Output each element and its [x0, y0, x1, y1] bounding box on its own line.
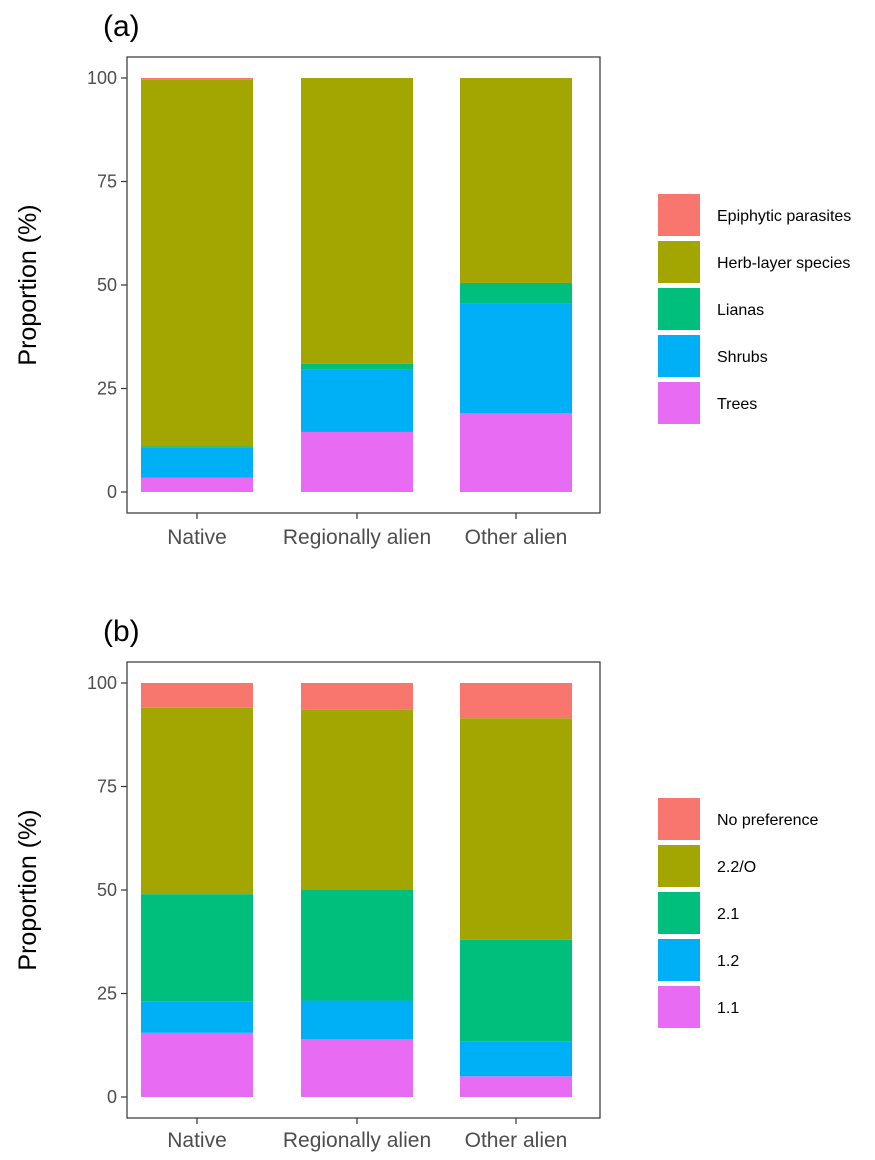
y-tick-label: 50	[97, 880, 117, 900]
bar-segment-epiphytic-parasites-native	[141, 78, 253, 80]
legend-label: 2.2/O	[717, 859, 756, 876]
legend-key	[658, 382, 700, 424]
bar-segment-1-2-other-alien	[460, 1041, 572, 1077]
bar-segment-2-1-other-alien	[460, 939, 572, 1042]
legend-label: 1.1	[717, 1000, 739, 1017]
bar-segment-2-1-regionally-alien	[301, 890, 413, 1001]
y-tick-label: 100	[87, 68, 117, 88]
bar-segment-trees-other-alien	[460, 413, 572, 492]
bar-segment-1-1-other-alien	[460, 1076, 572, 1097]
y-tick-label: 75	[97, 172, 117, 192]
panel-b: (b) 0 25 50 75 100 Native Regionally alien Other…	[14, 615, 818, 1152]
bar-segment-2-2-o-native	[141, 707, 253, 895]
bar-segment-lianas-native	[141, 446, 253, 448]
x-tick-label: Regionally alien	[283, 1129, 431, 1152]
bar-segment-1-2-regionally-alien	[301, 1000, 413, 1040]
x-tick-label: Other alien	[465, 526, 568, 549]
bar-segment-2-1-native	[141, 894, 253, 1002]
bar-segment-lianas-other-alien	[460, 282, 572, 304]
bar-segment-shrubs-other-alien	[460, 303, 572, 414]
y-tick-label: 50	[97, 275, 117, 295]
y-axis-title: Proportion (%)	[14, 809, 42, 970]
legend-label: Herb-layer species	[717, 255, 850, 272]
legend-label: Lianas	[717, 302, 764, 319]
legend-key	[658, 194, 700, 236]
y-axis-title: Proportion (%)	[14, 204, 42, 365]
bar-segment-1-1-native	[141, 1032, 253, 1097]
bar-segment-lianas-regionally-alien	[301, 363, 413, 370]
y-tick-label: 25	[97, 984, 117, 1004]
bar-segment-trees-native	[141, 477, 253, 492]
bar-segment-2-2-o-regionally-alien	[301, 709, 413, 890]
bar-segment-shrubs-regionally-alien	[301, 369, 413, 432]
legend-key	[658, 892, 700, 934]
legend-key	[658, 939, 700, 981]
legend-key	[658, 288, 700, 330]
x-tick-label: Other alien	[465, 1129, 568, 1152]
y-tick-label: 0	[107, 1087, 117, 1107]
bar-segment-herb-layer-species-regionally-alien	[301, 78, 413, 364]
legend-label: Trees	[717, 396, 757, 413]
x-tick-label: Native	[167, 1129, 227, 1152]
legend-key	[658, 241, 700, 283]
bar-segment-herb-layer-species-other-alien	[460, 78, 572, 283]
legend-label: 1.2	[717, 953, 739, 970]
bar-segment-herb-layer-species-native	[141, 79, 253, 447]
y-tick-label: 0	[107, 482, 117, 502]
legend-key	[658, 986, 700, 1028]
bar-segment-trees-regionally-alien	[301, 431, 413, 492]
panel-title: (b)	[103, 615, 140, 648]
panel-title: (a)	[103, 10, 140, 43]
bar-segment-no-preference-regionally-alien	[301, 683, 413, 710]
legend-label: No preference	[717, 812, 818, 829]
y-tick-label: 75	[97, 777, 117, 797]
legend-label: Shrubs	[717, 349, 768, 366]
bar-segment-1-2-native	[141, 1001, 253, 1033]
panel-a: (a) 0 25 50 75 100 Native Regionally alien Other…	[14, 10, 851, 549]
y-tick-label: 100	[87, 673, 117, 693]
legend-key	[658, 845, 700, 887]
y-tick-label: 25	[97, 379, 117, 399]
bar-segment-no-preference-other-alien	[460, 683, 572, 719]
bar-segment-1-1-regionally-alien	[301, 1039, 413, 1097]
legend-key	[658, 798, 700, 840]
bar-segment-2-2-o-other-alien	[460, 718, 572, 940]
legend-key	[658, 335, 700, 377]
x-tick-label: Native	[167, 526, 227, 549]
x-tick-label: Regionally alien	[283, 526, 431, 549]
legend-label: Epiphytic parasites	[717, 208, 851, 225]
legend-label: 2.1	[717, 906, 739, 923]
bar-segment-no-preference-native	[141, 683, 253, 708]
bar-segment-shrubs-native	[141, 447, 253, 478]
